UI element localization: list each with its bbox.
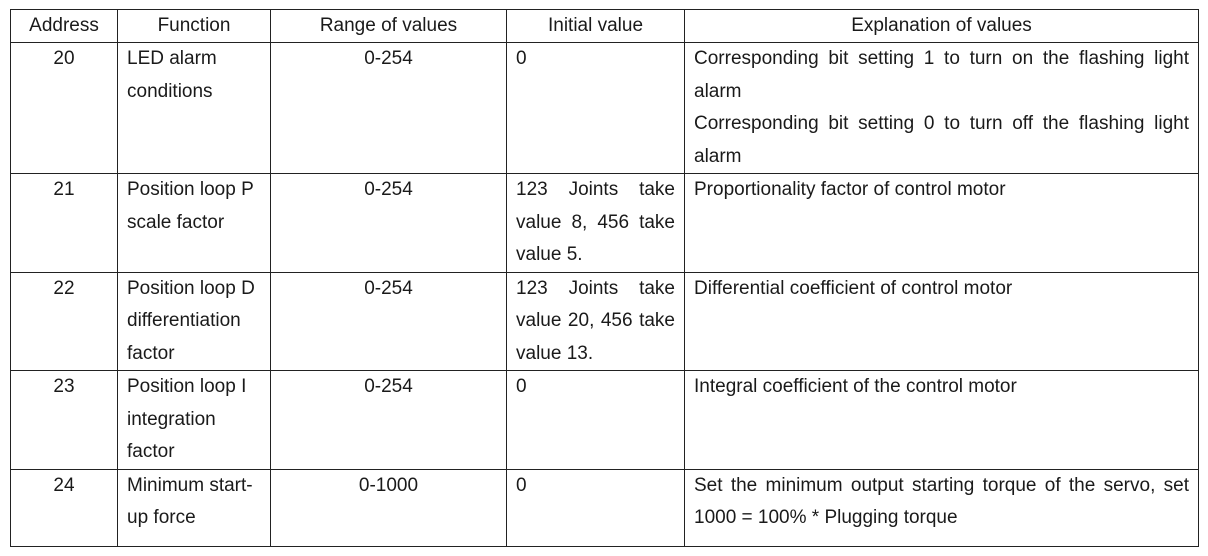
cell-function: Minimum start-up force [117,468,271,547]
cell-address: 22 [10,271,118,371]
explanation-line: Corresponding bit setting 1 to turn on t… [694,48,1189,102]
cell-explanation: Integral coefficient of the control moto… [684,370,1199,470]
cell-initial-value: 123 Joints take value 8, 456 take value … [506,173,685,273]
cell-initial-value: 0 [506,42,685,174]
table-body: 20 LED alarm conditions 0-254 0 Correspo… [10,42,1199,547]
cell-explanation: Set the minimum output starting torque o… [684,468,1199,547]
parameter-table: Address Function Range of values Initial… [10,9,1199,547]
explanation-line: Integral coefficient of the control moto… [694,376,1017,397]
cell-address: 24 [10,468,118,547]
table-header: Address Function Range of values Initial… [10,9,1199,43]
table-row: 24 Minimum start-up force 0-1000 0 Set t… [10,468,1199,547]
table-row: 23 Position loop I integration factor 0-… [10,370,1199,470]
table-row: 20 LED alarm conditions 0-254 0 Correspo… [10,42,1199,174]
explanation-line: Proportionality factor of control motor [694,179,1006,200]
cell-function: Position loop I integration factor [117,370,271,470]
explanation-line: Set the minimum output starting torque o… [694,474,1189,529]
cell-initial-value: 0 [506,468,685,547]
cell-function: Position loop P scale factor [117,173,271,273]
cell-explanation: Corresponding bit setting 1 to turn on t… [684,42,1199,174]
header-initial-value: Initial value [506,9,685,43]
cell-function: LED alarm conditions [117,42,271,174]
header-row: Address Function Range of values Initial… [10,9,1199,43]
cell-range: 0-254 [270,271,507,371]
header-explanation: Explanation of values [684,9,1199,43]
header-address: Address [10,9,118,43]
cell-range: 0-254 [270,42,507,174]
cell-explanation: Proportionality factor of control motor [684,173,1199,273]
cell-range: 0-254 [270,370,507,470]
cell-address: 20 [10,42,118,174]
cell-initial-value: 0 [506,370,685,470]
cell-address: 23 [10,370,118,470]
header-range: Range of values [270,9,507,43]
cell-address: 21 [10,173,118,273]
cell-range: 0-1000 [270,468,507,547]
table-row: 21 Position loop P scale factor 0-254 12… [10,173,1199,273]
explanation-line: Differential coefficient of control moto… [694,277,1013,299]
explanation-line: Corresponding bit setting 0 to turn off … [694,113,1189,167]
cell-initial-value: 123 Joints take value 20, 456 take value… [506,271,685,371]
cell-function: Position loop D differentiation factor [117,271,271,371]
header-function: Function [117,9,271,43]
table-row: 22 Position loop D differentiation facto… [10,271,1199,371]
cell-range: 0-254 [270,173,507,273]
cell-explanation: Differential coefficient of control moto… [684,271,1199,371]
